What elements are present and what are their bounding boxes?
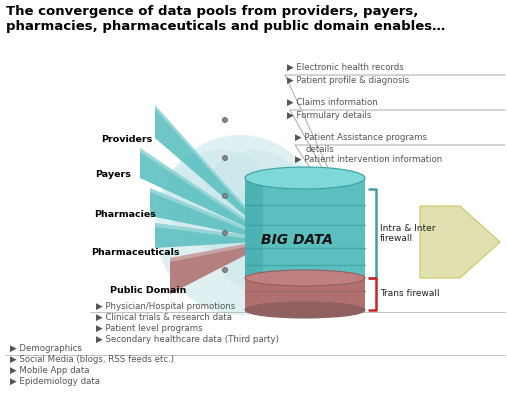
Text: The convergence of data pools from providers, payers,: The convergence of data pools from provi… — [6, 5, 418, 18]
Polygon shape — [150, 188, 260, 238]
Ellipse shape — [210, 185, 330, 295]
Text: ▶ Patient level programs: ▶ Patient level programs — [96, 324, 203, 333]
Text: ▶ Demographics: ▶ Demographics — [10, 344, 82, 353]
Ellipse shape — [165, 150, 275, 250]
Text: ▶ Mobile App data: ▶ Mobile App data — [10, 366, 90, 375]
Text: ▶ Epidemiology data: ▶ Epidemiology data — [10, 377, 100, 386]
Text: pharmacies, pharmaceuticals and public domain enables…: pharmacies, pharmaceuticals and public d… — [6, 20, 445, 33]
Bar — [245, 278, 365, 310]
Polygon shape — [155, 105, 260, 229]
Text: Intra & Inter
firewall: Intra & Inter firewall — [380, 224, 436, 243]
Text: ▶ Patient profile & diagnosis: ▶ Patient profile & diagnosis — [287, 76, 409, 85]
Ellipse shape — [245, 302, 365, 318]
Text: ▶ Social Media (blogs, RSS feeds etc.): ▶ Social Media (blogs, RSS feeds etc.) — [10, 355, 174, 364]
Text: ▶ Formulary details: ▶ Formulary details — [287, 111, 371, 120]
Bar — [245, 178, 365, 278]
Text: ▶ Patient intervention information: ▶ Patient intervention information — [295, 155, 442, 164]
Text: ▶ Claims information: ▶ Claims information — [287, 98, 378, 107]
Ellipse shape — [155, 135, 325, 315]
Text: Trans firewall: Trans firewall — [380, 289, 440, 298]
Polygon shape — [140, 148, 260, 234]
Text: ▶ Clinical trials & research data: ▶ Clinical trials & research data — [96, 313, 232, 322]
Circle shape — [223, 117, 228, 123]
Circle shape — [223, 193, 228, 199]
Text: BIG DATA: BIG DATA — [261, 233, 333, 247]
Polygon shape — [155, 223, 260, 240]
Polygon shape — [420, 206, 500, 278]
Text: ▶ Electronic health records: ▶ Electronic health records — [287, 63, 404, 72]
Bar — [245, 178, 263, 278]
Circle shape — [223, 156, 228, 160]
Text: Pharmacies: Pharmacies — [94, 210, 156, 219]
Text: Payers: Payers — [95, 170, 131, 179]
Text: Pharmaceuticals: Pharmaceuticals — [91, 248, 179, 257]
Circle shape — [223, 267, 228, 273]
Text: Providers: Providers — [101, 135, 153, 144]
Text: ▶ Secondary healthcare data (Third party): ▶ Secondary healthcare data (Third party… — [96, 335, 279, 344]
Ellipse shape — [245, 167, 365, 189]
Text: Public Domain: Public Domain — [110, 286, 186, 295]
Polygon shape — [155, 105, 260, 226]
Polygon shape — [150, 188, 260, 236]
Text: ▶ Physician/Hospital promotions: ▶ Physician/Hospital promotions — [96, 302, 235, 311]
Polygon shape — [155, 223, 260, 248]
Text: ▶ Patient Assistance programs: ▶ Patient Assistance programs — [295, 133, 427, 142]
Circle shape — [223, 230, 228, 236]
Polygon shape — [140, 148, 260, 231]
Polygon shape — [170, 241, 260, 262]
Ellipse shape — [245, 270, 365, 286]
Text: details: details — [305, 145, 334, 154]
Ellipse shape — [205, 150, 305, 240]
Polygon shape — [170, 241, 260, 294]
